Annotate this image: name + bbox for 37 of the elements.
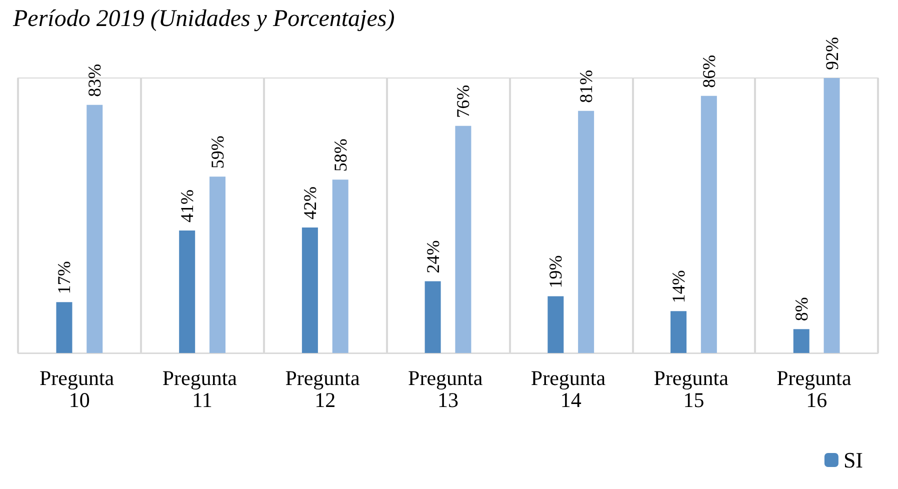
data-label: 76% [453,84,474,118]
x-tick-label: Pregunta 15 [654,366,734,412]
data-label: 42% [300,186,320,220]
data-label: 58% [330,138,350,172]
data-label: 83% [84,64,105,97]
bar [179,230,196,353]
bar [700,96,717,353]
data-label: 59% [207,136,228,169]
bar [332,180,348,353]
data-label: 92% [822,37,842,70]
x-tick-label: Pregunta 13 [408,366,488,412]
x-tick-label: Pregunta 16 [776,366,857,412]
bar [209,176,226,353]
data-label: 81% [576,70,596,103]
data-label: 19% [546,255,566,288]
bar [793,329,810,353]
x-tick-label: Pregunta 10 [39,366,120,412]
bar [455,126,472,353]
data-label: 24% [422,240,443,274]
bar [670,311,687,353]
bar [824,78,840,353]
data-label: 17% [54,261,74,294]
data-label: 86% [698,54,719,88]
chart-title: Período 2019 (Unidades y Porcentajes) [12,6,395,32]
data-label: 8% [791,297,812,322]
legend-label: SI [843,448,863,472]
x-tick-label: Pregunta 14 [530,366,611,412]
data-label: 14% [668,270,689,304]
x-tick-label: Pregunta 11 [162,366,242,412]
x-tick-label: Pregunta 12 [285,366,366,412]
bar [56,302,72,353]
bar [302,227,318,353]
data-label: 41% [177,189,198,222]
bar [86,104,103,353]
bar [424,281,441,353]
bar [548,296,564,353]
bar [578,110,594,353]
